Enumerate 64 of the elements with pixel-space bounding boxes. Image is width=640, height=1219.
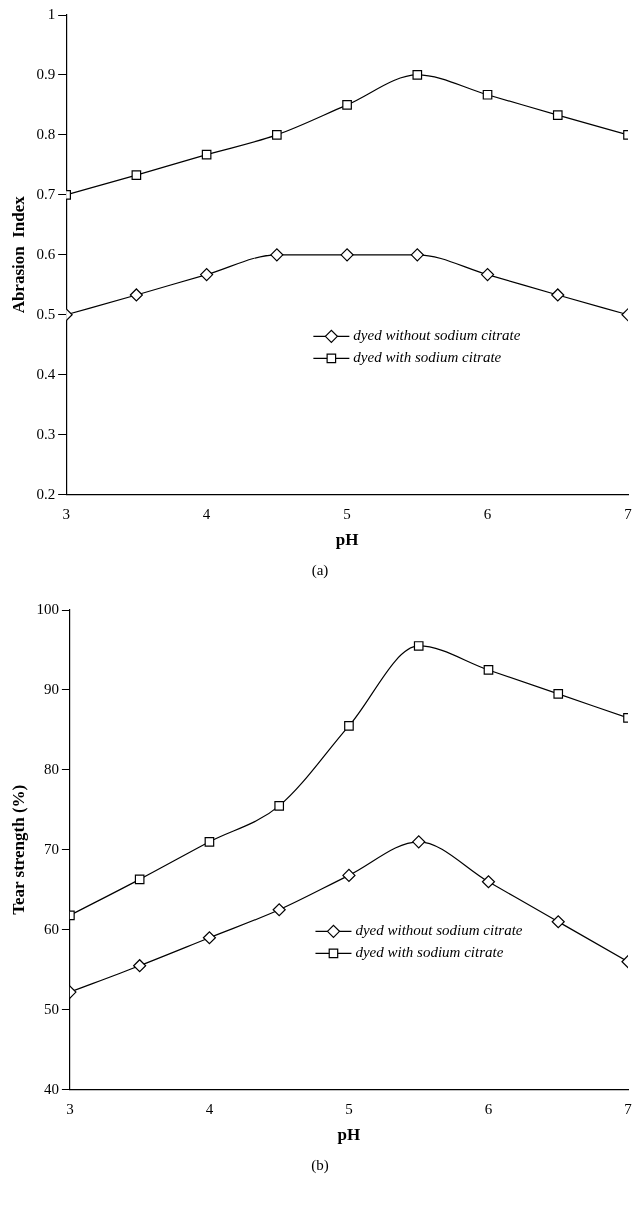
y-tick-label: 40 xyxy=(43,1080,59,1097)
y-tick-label: 50 xyxy=(43,1000,59,1017)
y-tick-label: 0.4 xyxy=(36,365,56,382)
x-tick-label: 7 xyxy=(624,505,633,522)
point xyxy=(340,248,354,262)
point xyxy=(204,836,215,847)
point xyxy=(344,721,354,731)
point xyxy=(133,959,147,973)
y-tick-label: 1 xyxy=(47,5,56,22)
x-axis-title: pH xyxy=(337,1125,361,1145)
x-tick-label: 6 xyxy=(483,505,492,522)
point xyxy=(552,110,563,120)
y-tick-label: 0.5 xyxy=(36,305,56,322)
point xyxy=(412,835,426,849)
point xyxy=(413,641,424,651)
y-tick-label: 0.8 xyxy=(36,125,56,142)
y-tick-label: 60 xyxy=(43,920,59,937)
x-tick-label: 5 xyxy=(343,505,351,522)
point xyxy=(272,130,282,140)
x-tick-label: 3 xyxy=(66,1100,74,1117)
point xyxy=(410,248,424,262)
point xyxy=(274,800,285,811)
point xyxy=(412,70,423,80)
x-tick-label: 7 xyxy=(624,1100,633,1117)
point xyxy=(480,267,495,282)
text: (a) xyxy=(310,561,330,580)
y-tick-label: 0.2 xyxy=(36,485,56,502)
point xyxy=(134,874,145,885)
y-axis-title: Tear strength (%) xyxy=(8,784,28,915)
y-tick-label: 0.3 xyxy=(36,425,56,442)
point xyxy=(553,689,564,699)
y-tick-label: 100 xyxy=(36,600,59,617)
point xyxy=(342,868,356,882)
y-tick-label: 0.9 xyxy=(36,65,56,82)
x-tick-label: 5 xyxy=(345,1100,353,1117)
x-tick-label: 6 xyxy=(484,1100,493,1117)
point xyxy=(129,288,143,302)
point xyxy=(342,100,352,110)
y-tick-label: 70 xyxy=(43,840,59,857)
y-axis-title: Abrasion Index xyxy=(8,195,28,314)
legend-label: dyed with sodium citrate xyxy=(355,944,504,961)
legend-label: dyed with sodium citrate xyxy=(353,349,502,366)
point xyxy=(131,170,142,180)
point xyxy=(201,149,212,160)
legend-label: dyed without sodium citrate xyxy=(355,922,523,939)
y-tick-label: 0.7 xyxy=(36,185,56,202)
y-tick-label: 80 xyxy=(43,760,59,777)
point xyxy=(551,915,565,929)
point xyxy=(551,288,565,302)
point xyxy=(483,665,494,675)
text: (b) xyxy=(310,1156,330,1175)
x-axis-title: pH xyxy=(335,530,359,550)
y-tick-label: 90 xyxy=(43,680,59,697)
point xyxy=(202,931,217,945)
point xyxy=(270,248,284,262)
point xyxy=(200,267,214,282)
legend-label: dyed without sodium citrate xyxy=(353,327,521,344)
y-tick-label: 0.6 xyxy=(36,245,56,262)
x-tick-label: 3 xyxy=(62,505,70,522)
x-tick-label: 4 xyxy=(205,1100,214,1117)
x-tick-label: 4 xyxy=(202,505,211,522)
point xyxy=(481,875,496,889)
point xyxy=(272,903,286,917)
point xyxy=(482,89,493,100)
